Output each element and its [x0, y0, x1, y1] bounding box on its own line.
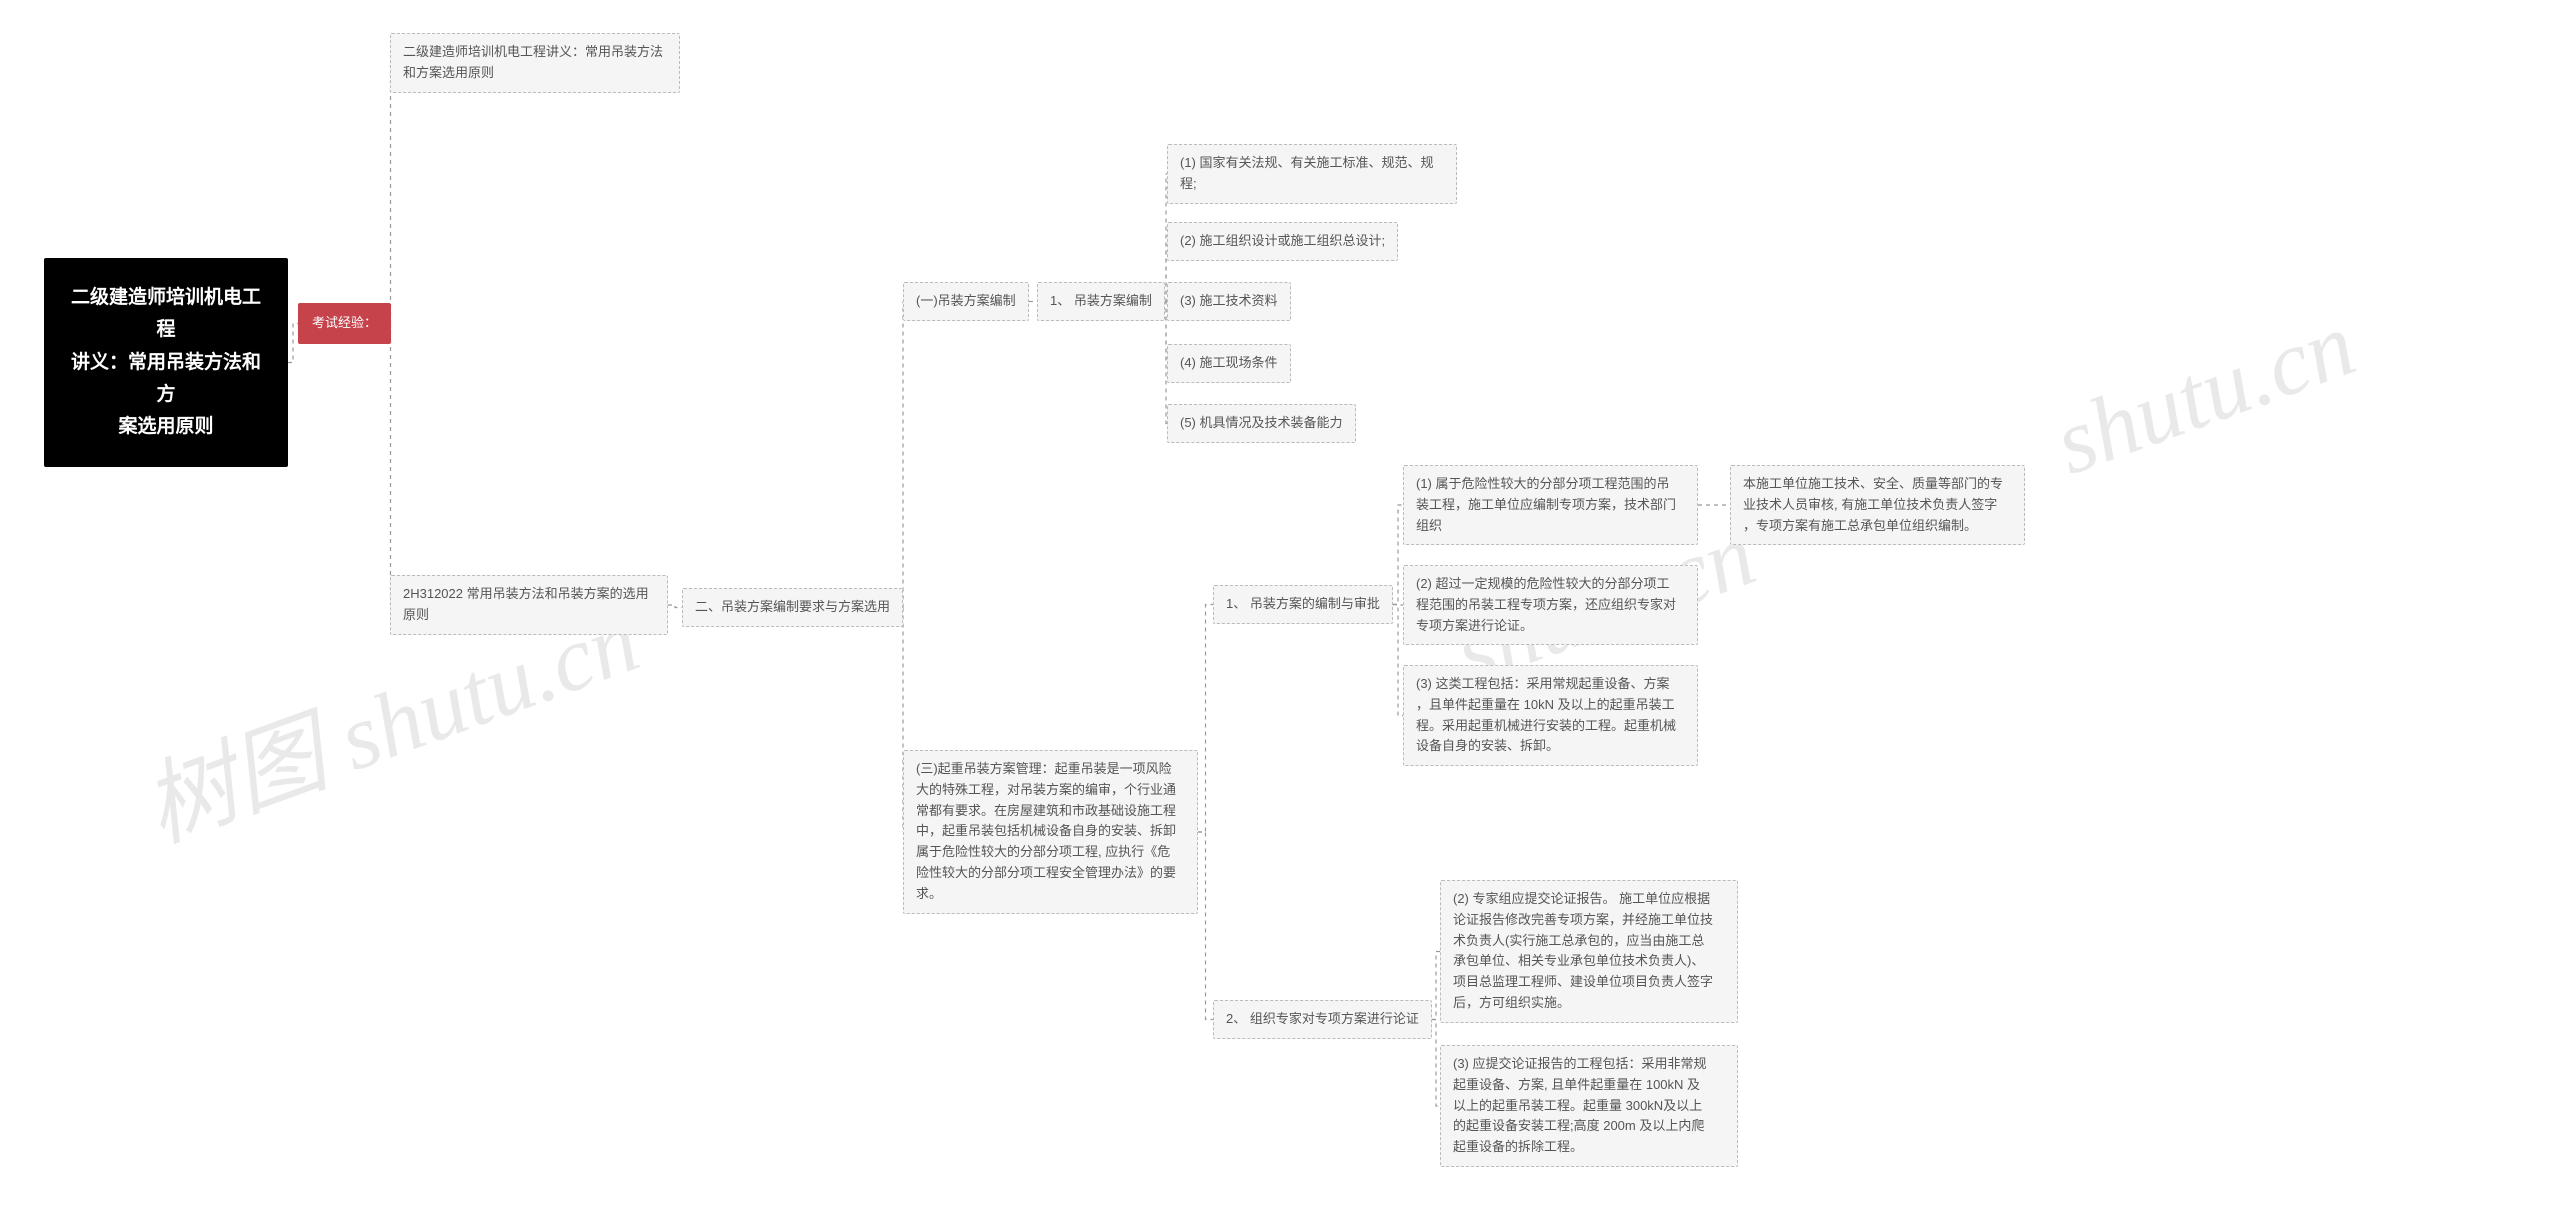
- node-section-code: 2H312022 常用吊装方法和吊装方案的选用原则: [390, 575, 668, 635]
- node-lifting-management: (三)起重吊装方案管理：起重吊装是一项风险大的特殊工程，对吊装方案的编审，个行业…: [903, 750, 1198, 914]
- node-compilation-4: (4) 施工现场条件: [1167, 344, 1291, 383]
- node-approval-1: (1) 属于危险性较大的分部分项工程范围的吊装工程，施工单位应编制专项方案，技术…: [1403, 465, 1698, 545]
- node-scheme-requirements: 二、吊装方案编制要求与方案选用: [682, 588, 903, 627]
- node-compilation-1: (1) 国家有关法规、有关施工标准、规范、规程;: [1167, 144, 1457, 204]
- node-expert-2: (2) 专家组应提交论证报告。 施工单位应根据论证报告修改完善专项方案，并经施工…: [1440, 880, 1738, 1023]
- node-expert-review: 2、 组织专家对专项方案进行论证: [1213, 1000, 1432, 1039]
- node-approval-1-ext: 本施工单位施工技术、安全、质量等部门的专业技术人员审核, 有施工单位技术负责人签…: [1730, 465, 2025, 545]
- node-compilation-2: (2) 施工组织设计或施工组织总设计;: [1167, 222, 1398, 261]
- node-compilation-3: (3) 施工技术资料: [1167, 282, 1291, 321]
- node-scheme-approval: 1、 吊装方案的编制与审批: [1213, 585, 1393, 624]
- watermark: shutu.cn: [2041, 290, 2368, 495]
- node-compilation-5: (5) 机具情况及技术装备能力: [1167, 404, 1356, 443]
- node-lecture-title: 二级建造师培训机电工程讲义：常用吊装方法和方案选用原则: [390, 33, 680, 93]
- node-scheme-compilation: (一)吊装方案编制: [903, 282, 1029, 321]
- node-compilation-item: 1、 吊装方案编制: [1037, 282, 1165, 321]
- node-exam-experience: 考试经验：: [298, 303, 391, 344]
- node-expert-3: (3) 应提交论证报告的工程包括：采用非常规起重设备、方案, 且单件起重量在 1…: [1440, 1045, 1738, 1167]
- node-approval-2: (2) 超过一定规模的危险性较大的分部分项工程范围的吊装工程专项方案，还应组织专…: [1403, 565, 1698, 645]
- node-approval-3: (3) 这类工程包括：采用常规起重设备、方案，且单件起重量在 10kN 及以上的…: [1403, 665, 1698, 766]
- mindmap-root: 二级建造师培训机电工程讲义：常用吊装方法和方案选用原则: [44, 258, 288, 467]
